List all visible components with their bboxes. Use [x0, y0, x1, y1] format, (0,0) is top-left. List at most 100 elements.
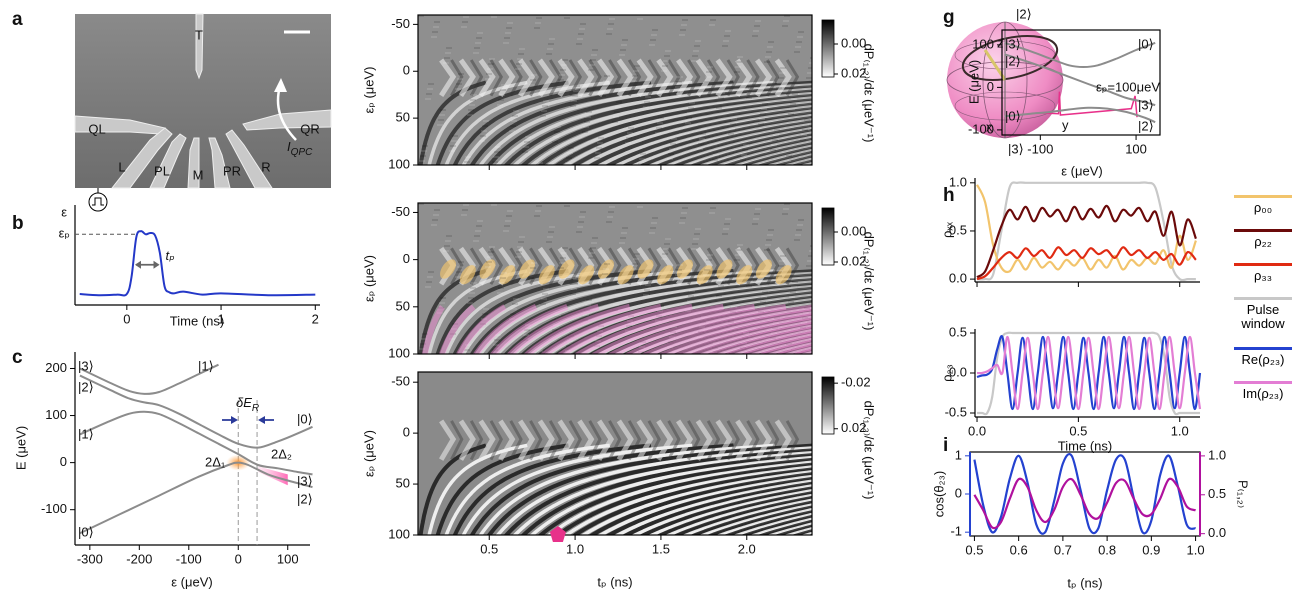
stripe-dark: [689, 322, 812, 354]
axis-label: P₍₁,₂₎: [1236, 480, 1251, 508]
chevron-light: [695, 58, 713, 97]
noise: [712, 347, 718, 349]
gate-label: R: [261, 159, 270, 174]
noise: [741, 154, 747, 156]
noise: [646, 279, 652, 281]
noise: [477, 220, 483, 222]
noise: [748, 87, 754, 89]
noise: [723, 40, 729, 42]
noise: [457, 78, 463, 80]
noise: [573, 278, 579, 280]
noise: [422, 145, 428, 147]
noise: [724, 223, 730, 225]
chevron-light: [439, 58, 457, 97]
chevron-dark: [469, 247, 484, 285]
stripe-light: [529, 91, 812, 165]
noise: [674, 91, 680, 93]
noise: [621, 232, 627, 234]
stripe-light: [715, 328, 812, 354]
noise: [728, 321, 734, 323]
stripe-dark: [588, 107, 812, 165]
axis-label: dP₍₁,₂₎/dε (μeV⁻¹): [862, 232, 877, 331]
y-tick-label: 1: [955, 447, 962, 462]
noise: [483, 308, 489, 310]
stripe-dark: [554, 286, 812, 354]
chevron-dark: [667, 420, 681, 461]
chevron-light: [577, 419, 595, 461]
axis-label: cos(θ₂₃): [931, 471, 946, 517]
noise: [764, 249, 770, 251]
chevron-dark: [706, 247, 721, 285]
noise: [698, 143, 704, 145]
chevron-dark: [766, 247, 780, 285]
stripe-dark: [571, 467, 812, 535]
noise: [664, 243, 670, 245]
axis-label: ρₓₓ: [939, 221, 954, 238]
noise: [687, 112, 693, 114]
noise: [695, 228, 701, 230]
noise: [784, 203, 790, 205]
stripe-dark: [588, 295, 812, 354]
stripe-light: [461, 443, 693, 535]
stripe-dark: [486, 269, 812, 354]
plot-frame: [417, 14, 813, 166]
noise: [592, 237, 598, 239]
noise: [596, 147, 602, 149]
noise: [568, 335, 574, 337]
resonance-stripe: [625, 304, 812, 354]
energy-level: [79, 461, 313, 535]
noise: [591, 54, 597, 56]
noise: [437, 124, 443, 126]
noise: [665, 50, 671, 52]
chevron-dark: [509, 420, 523, 461]
noise: [571, 100, 577, 102]
legend-entry: Re(ρ₂₃): [1230, 347, 1296, 367]
noise: [462, 209, 468, 211]
x-tick-label: 100: [277, 551, 299, 566]
chevron-light: [616, 58, 634, 97]
noise: [451, 140, 457, 142]
noise: [762, 291, 768, 293]
noise: [531, 262, 537, 264]
noise: [462, 21, 468, 23]
noise: [451, 328, 457, 330]
noise: [439, 114, 445, 116]
chevron-light: [754, 58, 773, 97]
noise: [747, 92, 753, 94]
noise: [456, 271, 462, 273]
stripe-light: [597, 109, 812, 165]
stripe-dark: [520, 277, 812, 354]
noise: [503, 42, 509, 44]
chevron-light: [517, 419, 536, 461]
stripe-light: [647, 311, 812, 354]
stripe-dark: [605, 476, 812, 535]
noise: [717, 102, 723, 104]
noise: [513, 110, 519, 112]
noise: [809, 250, 812, 252]
stripe-dark: [452, 443, 652, 535]
state-label: |3⟩: [78, 358, 94, 373]
noise: [685, 310, 691, 312]
stripe-light: [614, 113, 812, 165]
noise: [571, 288, 577, 290]
noise: [578, 221, 584, 223]
noise: [797, 224, 803, 226]
noise: [659, 112, 665, 114]
noise: [431, 36, 437, 38]
noise: [649, 232, 655, 234]
stripe-dark: [689, 133, 812, 165]
x-axis-label: tₚ (ns): [597, 574, 632, 589]
chevron-light: [458, 419, 476, 461]
noise: [669, 148, 675, 150]
noise: [585, 116, 591, 118]
chevron-light: [439, 419, 457, 461]
plot-frame: [1001, 29, 1161, 136]
noise: [676, 269, 682, 271]
arrow-head: [134, 260, 160, 269]
stripe-dark: [655, 124, 812, 165]
stripe-dark: [740, 335, 812, 354]
noise: [576, 231, 582, 233]
noise: [638, 163, 644, 165]
noise: [495, 334, 501, 336]
